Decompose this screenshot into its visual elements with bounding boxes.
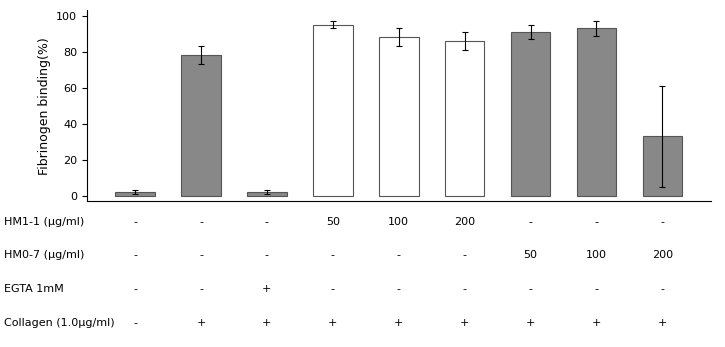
- Text: -: -: [133, 318, 137, 328]
- Text: +: +: [460, 318, 469, 328]
- Bar: [445, 41, 484, 196]
- Text: -: -: [463, 251, 467, 261]
- Text: 200: 200: [454, 217, 475, 227]
- Text: -: -: [594, 285, 598, 294]
- Bar: [576, 28, 616, 196]
- Text: +: +: [526, 318, 535, 328]
- Text: 100: 100: [389, 217, 409, 227]
- Text: -: -: [660, 285, 664, 294]
- Text: -: -: [463, 285, 467, 294]
- Bar: [181, 56, 221, 196]
- Bar: [511, 32, 550, 196]
- Text: -: -: [331, 251, 335, 261]
- Text: -: -: [199, 285, 203, 294]
- Y-axis label: Fibrinogen binding(%): Fibrinogen binding(%): [38, 37, 51, 175]
- Bar: [379, 37, 418, 196]
- Text: +: +: [658, 318, 667, 328]
- Text: Collagen (1.0μg/ml): Collagen (1.0μg/ml): [4, 318, 115, 328]
- Text: EGTA 1mM: EGTA 1mM: [4, 285, 63, 294]
- Text: -: -: [199, 251, 203, 261]
- Text: -: -: [265, 251, 269, 261]
- Text: HM1-1 (μg/ml): HM1-1 (μg/ml): [4, 217, 84, 227]
- Text: -: -: [529, 285, 533, 294]
- Text: +: +: [328, 318, 338, 328]
- Text: -: -: [331, 285, 335, 294]
- Text: +: +: [394, 318, 403, 328]
- Text: 50: 50: [326, 217, 340, 227]
- Text: -: -: [265, 217, 269, 227]
- Text: -: -: [199, 217, 203, 227]
- Text: -: -: [660, 217, 664, 227]
- Text: -: -: [397, 251, 401, 261]
- Text: -: -: [133, 285, 137, 294]
- Bar: [115, 192, 155, 196]
- Text: 50: 50: [523, 251, 537, 261]
- Text: -: -: [529, 217, 533, 227]
- Text: +: +: [196, 318, 206, 328]
- Bar: [313, 25, 352, 196]
- Text: -: -: [594, 217, 598, 227]
- Text: HM0-7 (μg/ml): HM0-7 (μg/ml): [4, 251, 84, 261]
- Text: -: -: [133, 251, 137, 261]
- Text: +: +: [262, 285, 272, 294]
- Text: -: -: [397, 285, 401, 294]
- Bar: [247, 192, 286, 196]
- Text: +: +: [262, 318, 272, 328]
- Text: 100: 100: [586, 251, 607, 261]
- Text: -: -: [133, 217, 137, 227]
- Bar: [642, 136, 682, 196]
- Text: 200: 200: [652, 251, 673, 261]
- Text: +: +: [592, 318, 601, 328]
